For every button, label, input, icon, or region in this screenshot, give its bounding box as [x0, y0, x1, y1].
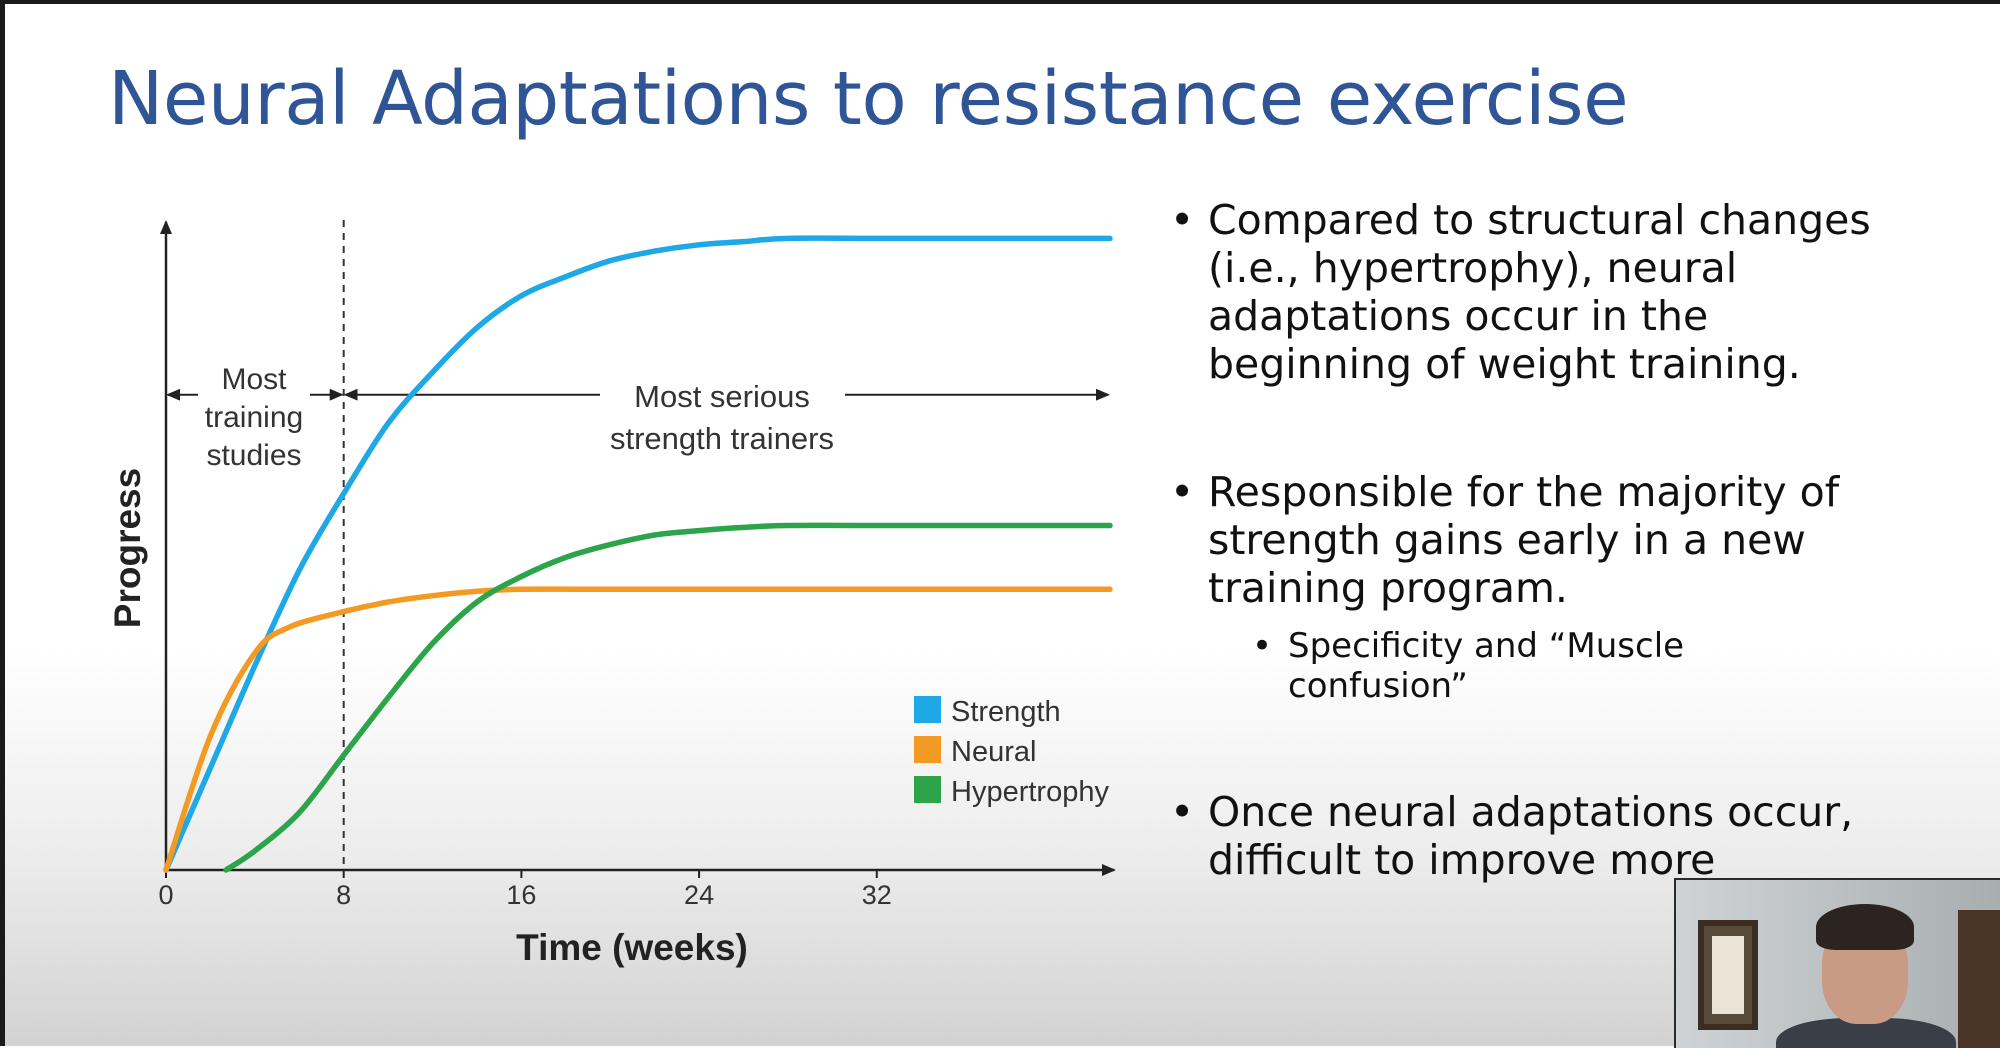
axes: 0 8 16 24 32 Time (weeks) Progress [107, 220, 1116, 968]
series-lines [163, 235, 1113, 873]
bullet-3-line-2: difficult to improve more [1208, 836, 1716, 884]
annotation-most-serious-strength-trainers: Most serious strength trainers [610, 379, 834, 456]
legend: Strength Neural Hypertrophy [914, 696, 1109, 808]
bullet-2: Responsible for the majority of strength… [1168, 468, 1958, 612]
bullet-2-line-3: training program. [1208, 564, 1568, 612]
annotation-line: training [205, 401, 303, 434]
annotation-most-training-studies: Most training studies [205, 363, 303, 472]
annotation-line: studies [206, 439, 301, 472]
annotation-line: strength trainers [610, 421, 834, 456]
wall-frame [1698, 920, 1758, 1030]
bullet-1-line-2: (i.e., hypertrophy), neural [1208, 244, 1738, 292]
bullet-1-line-1: Compared to structural changes [1208, 196, 1871, 244]
x-axis-label: Time (weeks) [516, 927, 748, 968]
presenter-webcam [1674, 878, 2000, 1048]
legend-label-hypertrophy: Hypertrophy [951, 776, 1109, 808]
y-axis-label: Progress [107, 468, 148, 628]
x-tick-label: 24 [684, 880, 714, 910]
x-tick-label: 32 [862, 880, 892, 910]
x-tick-label: 0 [158, 880, 173, 910]
slide-title: Neural Adaptations to resistance exercis… [108, 56, 1629, 142]
bullet-1-line-4: beginning of weight training. [1208, 340, 1801, 388]
x-tick-label: 16 [506, 880, 536, 910]
sub-bullet-1-line-2: confusion” [1288, 666, 1468, 706]
legend-swatch-strength [914, 696, 941, 723]
legend-swatch-neural [914, 736, 941, 763]
series-line-strength [163, 235, 1113, 873]
sub-bullet-1-line-1: Specificity and “Muscle [1288, 626, 1685, 666]
series-line-hypertrophy [223, 522, 1113, 873]
bullet-1-line-3: adaptations occur in the [1208, 292, 1709, 340]
annotations: Most training studies Most serious strength … [166, 363, 1110, 472]
annotation-line: Most serious [634, 379, 810, 414]
legend-label-neural: Neural [951, 736, 1036, 768]
x-tick-label: 8 [336, 880, 351, 910]
bullet-3-line-1: Once neural adaptations occur, [1208, 788, 1854, 836]
series-line-neural [163, 586, 1113, 873]
annotation-line: Most [221, 363, 287, 396]
bullet-2-line-2: strength gains early in a new [1208, 516, 1806, 564]
sub-bullet-1: Specificity and “Muscle confusion” [1252, 626, 1772, 706]
bullet-3: Once neural adaptations occur, difficult… [1168, 788, 1958, 884]
bullet-1: Compared to structural changes (i.e., hy… [1168, 196, 1958, 388]
cabinet [1958, 910, 2000, 1048]
legend-swatch-hypertrophy [914, 776, 941, 803]
presenter-hair [1816, 904, 1914, 950]
legend-label-strength: Strength [951, 696, 1061, 728]
bullet-2-line-1: Responsible for the majority of [1208, 468, 1840, 516]
